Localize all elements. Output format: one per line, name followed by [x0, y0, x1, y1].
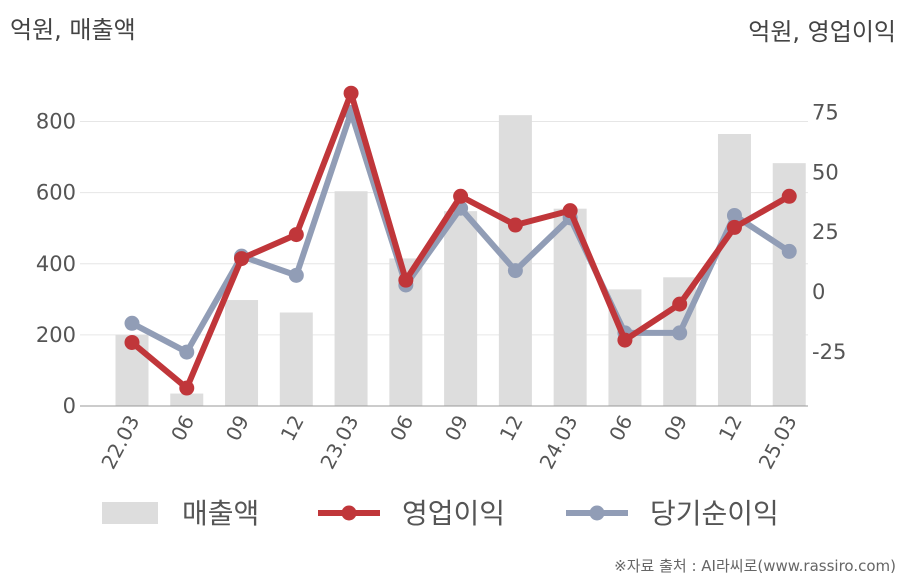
series-point [672, 296, 688, 312]
source-text: ※자료 출처 : AI라씨로(www.rassiro.com) [614, 557, 896, 575]
series-point [179, 380, 195, 396]
series-point [507, 217, 523, 233]
line-series [124, 85, 797, 396]
series-point [398, 272, 414, 288]
series-point [781, 243, 797, 259]
legend-swatch-point [341, 505, 357, 521]
series-point [726, 207, 742, 223]
x-tick-label: 06 [604, 411, 637, 445]
bar [334, 191, 368, 406]
right-axis-ticks: -25 0 25 50 75 [812, 100, 846, 364]
left-tick-label: 0 [63, 394, 76, 418]
x-tick-label: 06 [385, 411, 418, 445]
series-point [726, 219, 742, 235]
left-tick-label: 600 [36, 181, 76, 205]
x-tick-label: 09 [440, 411, 473, 445]
right-tick-label: 50 [812, 160, 839, 184]
x-tick-label: 06 [166, 411, 199, 445]
series-point [234, 251, 250, 267]
series-point [672, 325, 688, 341]
legend: 매출액 영업이익 당기순이익 [102, 497, 779, 530]
x-tick-label: 09 [221, 411, 254, 445]
series-point [453, 188, 469, 204]
legend-label: 당기순이익 [650, 497, 779, 530]
series-point [288, 267, 304, 283]
left-unit-label: 억원, 매출액 [10, 16, 136, 44]
bar [225, 300, 259, 406]
left-axis-ticks: 0 200 400 600 800 [36, 110, 76, 418]
legend-label: 매출액 [182, 497, 259, 530]
series-point [562, 203, 578, 219]
right-unit-label: 억원, 영업이익 [748, 18, 896, 46]
left-tick-label: 800 [36, 110, 76, 134]
x-tick-label: 09 [659, 411, 692, 445]
right-tick-label: 75 [812, 100, 839, 124]
right-tick-label: -25 [812, 340, 846, 364]
bar [444, 211, 478, 406]
legend-swatch [102, 502, 158, 524]
series-point [179, 344, 195, 360]
left-tick-label: 200 [36, 323, 76, 347]
left-tick-label: 400 [36, 252, 76, 276]
series-point [617, 332, 633, 348]
x-tick-label: 12 [495, 411, 528, 445]
series-point [124, 334, 140, 350]
bar [279, 312, 313, 406]
x-tick-label: 12 [714, 411, 747, 445]
legend-label: 영업이익 [402, 497, 505, 530]
legend-swatch-point [589, 505, 605, 521]
series-point [124, 315, 140, 331]
bar [717, 134, 751, 406]
bar-series [115, 115, 806, 407]
x-tick-label: 12 [276, 411, 309, 445]
x-tick-label: 24.03 [534, 411, 582, 473]
series-point [343, 85, 359, 101]
series-point [507, 263, 523, 279]
right-tick-label: 0 [812, 280, 825, 304]
x-axis-ticks: 22.03 06 09 12 23.03 06 09 12 24.03 06 09 12 25.03 [96, 411, 801, 473]
bar [663, 277, 697, 406]
series-point [781, 188, 797, 204]
x-tick-label: 22.03 [96, 411, 144, 473]
x-tick-label: 23.03 [315, 411, 363, 473]
right-tick-label: 25 [812, 220, 839, 244]
series-point [288, 227, 304, 243]
bar [170, 393, 204, 406]
x-tick-label: 25.03 [754, 411, 802, 473]
